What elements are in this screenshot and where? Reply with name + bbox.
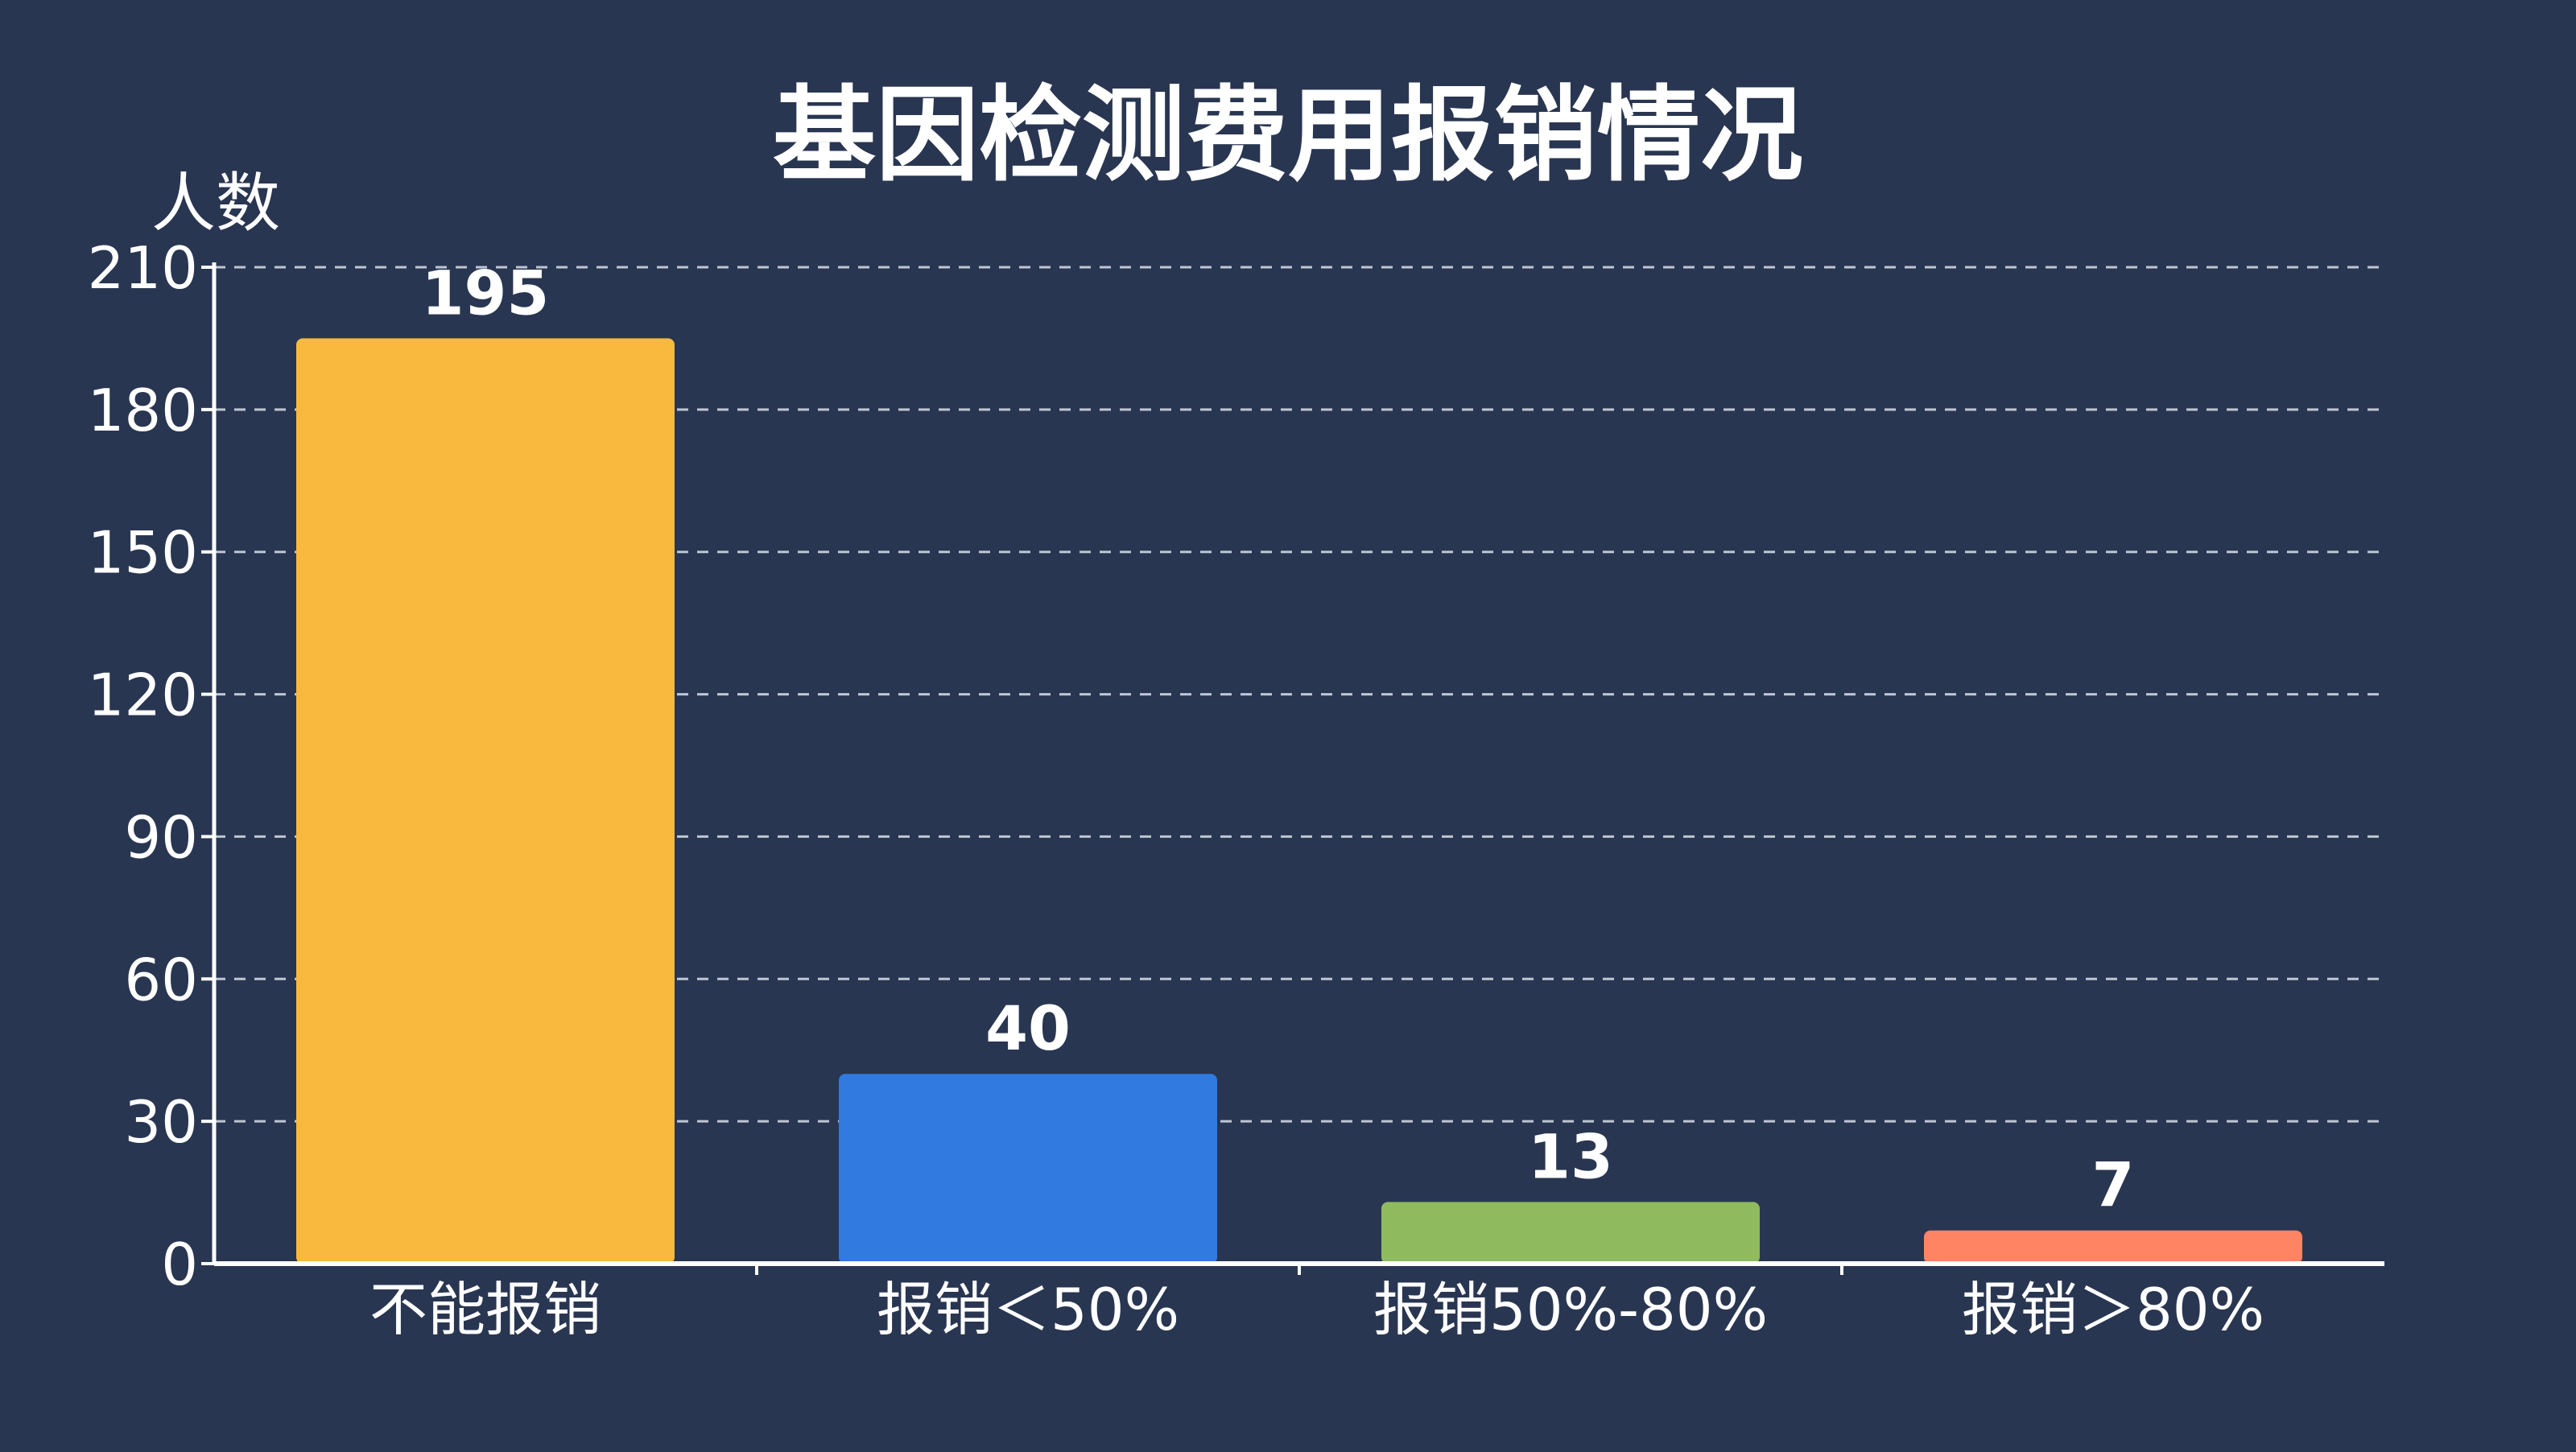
y-tick-label: 30 [124,1088,198,1156]
bar [1381,1202,1760,1264]
labels: 0 30 60 90 120 150 180 210 195 不能报销 40 报销＜50% 13 报销50… [88,234,2264,1343]
data-label: 40 [985,992,1071,1064]
axes [201,262,2384,1275]
y-axis-label: 人数 [151,166,280,241]
data-label: 13 [1528,1120,1613,1192]
y-tick-label: 150 [88,519,198,587]
bars [296,338,2302,1264]
bar [296,338,675,1264]
y-tick-label: 120 [88,662,198,729]
y-tick-label: 210 [88,234,198,302]
data-label: 195 [422,257,550,328]
bar [839,1074,1217,1264]
bar [1924,1230,2302,1264]
x-tick-label: 报销＜50% [877,1276,1179,1343]
y-tick-label: 60 [124,946,198,1013]
y-tick-label: 90 [124,803,198,871]
x-tick-label: 报销50%-80% [1373,1276,1768,1343]
x-tick-label: 不能报销 [369,1276,601,1343]
chart-title: 基因检测费用报销情况 [773,76,1803,196]
y-tick-label: 0 [161,1231,198,1298]
x-tick-label: 报销＞80% [1962,1276,2264,1343]
y-tick-label: 180 [88,377,198,444]
data-label: 7 [2092,1149,2135,1221]
